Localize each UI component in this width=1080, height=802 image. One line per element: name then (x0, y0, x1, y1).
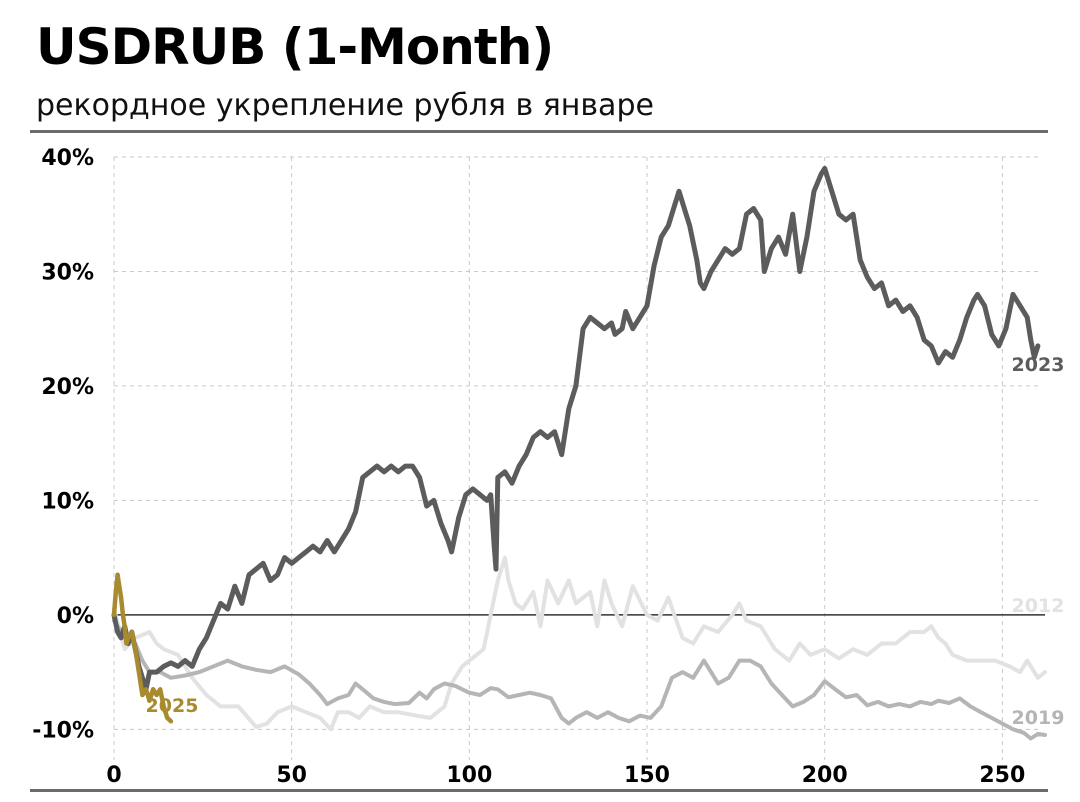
x-tick-label: 0 (106, 763, 121, 788)
series-end-labels: 2023 2012 2019 2025 (146, 354, 1065, 729)
series-label-2019: 2019 (1012, 707, 1065, 729)
grid-lines (113, 156, 1040, 760)
series-line-2023 (111, 165, 1041, 692)
y-tick-label: 0% (57, 604, 94, 629)
y-tick-label: 20% (41, 375, 94, 400)
y-tick-label: 40% (41, 146, 94, 171)
series-line-2019 (112, 618, 1047, 741)
y-tick-label: 30% (41, 260, 94, 285)
series-lines (111, 165, 1047, 741)
y-tick-label: 10% (41, 489, 94, 514)
x-axis-ticks: 0 50 100 150 200 250 (106, 763, 1025, 788)
series-line-2025 (111, 572, 174, 724)
chart-title: USDRUB (1-Month) (36, 18, 554, 76)
x-tick-label: 100 (446, 763, 492, 788)
series-line-2012 (112, 555, 1047, 732)
y-axis-ticks: -10% 0% 10% 20% 30% 40% (32, 146, 94, 743)
x-tick-label: 150 (624, 763, 670, 788)
x-tick-label: 200 (802, 763, 848, 788)
bottom-divider (30, 789, 1048, 792)
chart-subtitle: рекордное укрепление рубля в январе (36, 88, 654, 123)
series-label-2012: 2012 (1012, 595, 1065, 617)
series-label-2023: 2023 (1012, 354, 1065, 376)
top-divider (30, 130, 1048, 133)
series-label-2025: 2025 (146, 695, 199, 717)
x-tick-label: 250 (979, 763, 1025, 788)
x-tick-label: 50 (276, 763, 307, 788)
y-tick-label: -10% (32, 718, 94, 743)
